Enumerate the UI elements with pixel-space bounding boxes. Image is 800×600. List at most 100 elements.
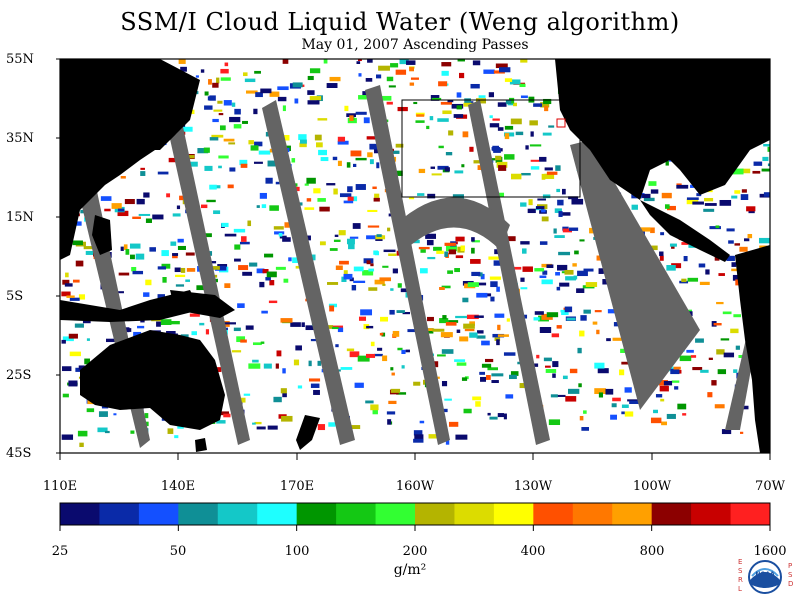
- cloud-patch: [448, 421, 459, 427]
- cloud-patch: [269, 91, 280, 97]
- cloud-patch: [445, 440, 450, 445]
- colorbar-tick-1600: 1600: [753, 544, 787, 559]
- cloud-patch: [722, 311, 732, 315]
- cloud-patch: [372, 186, 377, 190]
- cloud-patch: [692, 201, 704, 205]
- cloud-patch: [541, 209, 546, 213]
- cloud-patch: [132, 216, 141, 219]
- cloud-patch: [160, 319, 172, 325]
- cloud-patch: [519, 383, 529, 389]
- cloud-patch: [352, 223, 361, 229]
- cloud-patch: [504, 133, 510, 140]
- cloud-patch: [625, 43, 632, 47]
- cloud-patch: [420, 249, 426, 253]
- cloud-patch: [469, 321, 475, 326]
- colorbar-cell: [60, 503, 100, 525]
- cloud-patch: [606, 338, 611, 342]
- cloud-patch: [308, 360, 312, 367]
- land-australia: [80, 330, 225, 430]
- cloud-patch: [239, 159, 248, 166]
- colorbar-cell: [415, 503, 455, 525]
- land-central-america: [640, 200, 730, 262]
- cloud-patch: [132, 270, 144, 275]
- cloud-patch: [747, 52, 755, 57]
- cloud-patch: [357, 355, 370, 362]
- colorbar-tick-50: 50: [169, 544, 187, 559]
- cloud-patch: [62, 366, 72, 372]
- land-north-america: [555, 59, 770, 200]
- cloud-patch: [69, 297, 80, 301]
- colorbar-cell: [257, 503, 298, 525]
- cloud-patch: [143, 192, 150, 198]
- cloud-patch: [661, 421, 668, 426]
- cloud-patch: [553, 228, 557, 234]
- cloud-patch: [607, 309, 617, 314]
- cloud-patch: [104, 430, 110, 434]
- cloud-patch: [504, 154, 515, 160]
- cloud-patch: [130, 430, 135, 434]
- swath-gaps: [78, 85, 760, 448]
- cloud-patch: [308, 378, 321, 382]
- colorbar-unit: g/m²: [393, 562, 427, 578]
- colorbar-cell: [375, 503, 416, 525]
- cloud-patch: [243, 72, 248, 77]
- cloud-patch: [717, 369, 727, 375]
- cloud-patch: [362, 270, 374, 276]
- cloud-patch: [347, 47, 351, 49]
- cloud-patch: [561, 310, 569, 316]
- cloud-patch: [260, 88, 272, 94]
- cloud-patch: [415, 112, 425, 116]
- cloud-patch: [241, 236, 247, 242]
- cloud-patch: [120, 246, 124, 251]
- cloud-patch: [175, 274, 186, 278]
- colorbar-cell: [572, 503, 613, 525]
- cloud-patch: [716, 301, 724, 305]
- cloud-patch: [583, 410, 587, 414]
- cloud-patch: [552, 361, 559, 368]
- cloud-patch: [522, 248, 527, 254]
- cloud-patch: [534, 268, 545, 272]
- cloud-patch: [306, 198, 312, 202]
- cloud-patch: [709, 226, 721, 230]
- cloud-patch: [306, 177, 316, 184]
- site-marker: [556, 118, 566, 128]
- cloud-patch: [495, 155, 502, 161]
- cloud-patch: [275, 181, 280, 185]
- cloud-patch: [509, 97, 515, 104]
- cloud-patch: [474, 315, 484, 318]
- cloud-patch: [282, 368, 286, 374]
- cloud-patch: [707, 392, 713, 398]
- cloud-patch: [396, 310, 405, 313]
- cloud-patch: [366, 260, 371, 265]
- cloud-patch: [295, 186, 300, 192]
- cloud-patch: [527, 208, 536, 214]
- cloud-patch: [125, 327, 130, 333]
- cloud-patch: [490, 296, 495, 302]
- cloud-patch: [418, 168, 426, 174]
- cloud-patch: [282, 105, 286, 112]
- cloud-patch: [597, 368, 609, 374]
- cloud-patch: [471, 240, 480, 243]
- cloud-patch: [307, 75, 314, 81]
- cloud-patch: [253, 161, 263, 164]
- cloud-patch: [61, 434, 74, 440]
- cloud-patch: [659, 51, 671, 56]
- cloud-patch: [577, 347, 582, 354]
- cloud-patch: [761, 168, 770, 172]
- cloud-patch: [461, 377, 468, 381]
- cloud-patch: [376, 234, 382, 237]
- cloud-patch: [671, 380, 680, 383]
- colorbar-cell: [691, 503, 732, 525]
- cloud-patch: [487, 367, 498, 371]
- cloud-patch: [431, 97, 442, 101]
- cloud-patch: [666, 265, 676, 271]
- cloud-patch: [149, 247, 156, 252]
- cloud-patch: [530, 131, 534, 137]
- colorbar-cell: [493, 503, 534, 525]
- cloud-patch: [537, 198, 546, 201]
- cloud-patch: [314, 134, 322, 141]
- cloud-patch: [555, 272, 560, 276]
- cloud-patch: [529, 144, 542, 147]
- cloud-patch: [390, 63, 399, 68]
- cloud-patch: [391, 372, 395, 376]
